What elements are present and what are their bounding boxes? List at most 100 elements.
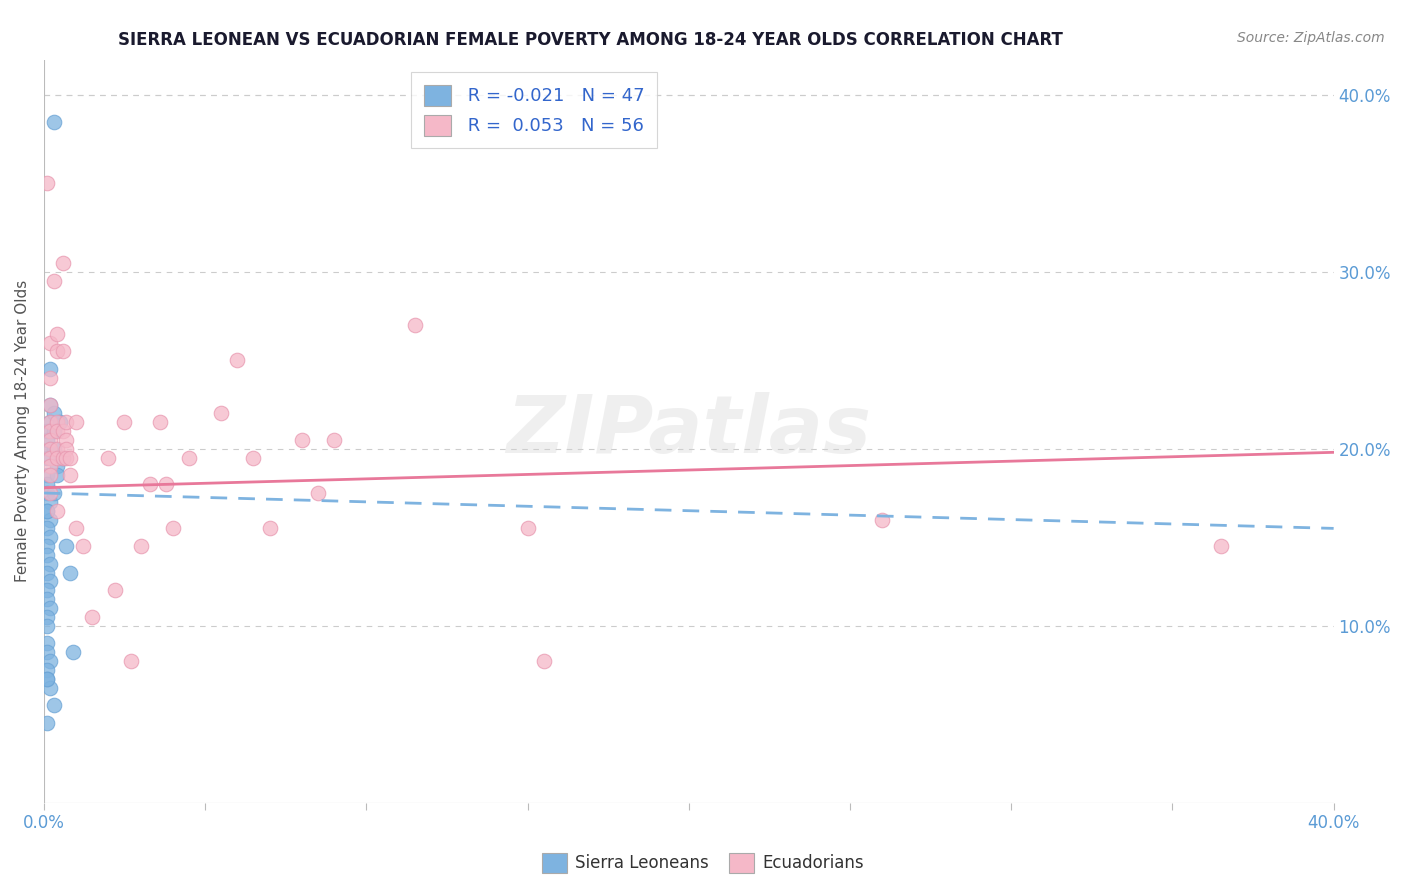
Point bbox=[39, 442, 62, 456]
Point bbox=[55, 433, 77, 447]
Point bbox=[39, 398, 62, 412]
Point bbox=[45, 442, 67, 456]
Point bbox=[37, 539, 59, 553]
Point bbox=[291, 433, 314, 447]
Point bbox=[1209, 539, 1232, 553]
Point bbox=[104, 583, 127, 598]
Point bbox=[62, 645, 84, 659]
Point bbox=[37, 504, 59, 518]
Point bbox=[39, 415, 62, 429]
Point bbox=[39, 654, 62, 668]
Point bbox=[55, 539, 77, 553]
Point bbox=[129, 539, 152, 553]
Point bbox=[39, 424, 62, 438]
Point bbox=[37, 663, 59, 677]
Point bbox=[259, 521, 281, 535]
Point bbox=[42, 486, 65, 500]
Point bbox=[39, 681, 62, 695]
Point bbox=[323, 433, 346, 447]
Point bbox=[45, 424, 67, 438]
Point bbox=[49, 415, 72, 429]
Point bbox=[37, 177, 59, 191]
Point bbox=[37, 592, 59, 607]
Point bbox=[307, 486, 329, 500]
Point bbox=[59, 566, 82, 580]
Point bbox=[65, 521, 87, 535]
Point bbox=[39, 415, 62, 429]
Point bbox=[37, 610, 59, 624]
Point bbox=[42, 442, 65, 456]
Point bbox=[226, 353, 249, 368]
Point bbox=[37, 636, 59, 650]
Point bbox=[45, 344, 67, 359]
Point bbox=[37, 504, 59, 518]
Point bbox=[45, 504, 67, 518]
Point bbox=[65, 415, 87, 429]
Point bbox=[39, 486, 62, 500]
Point bbox=[52, 450, 75, 465]
Point bbox=[139, 477, 162, 491]
Point bbox=[39, 530, 62, 544]
Point bbox=[162, 521, 184, 535]
Point bbox=[45, 468, 67, 483]
Point bbox=[39, 495, 62, 509]
Point bbox=[242, 450, 264, 465]
Point bbox=[72, 539, 94, 553]
Text: SIERRA LEONEAN VS ECUADORIAN FEMALE POVERTY AMONG 18-24 YEAR OLDS CORRELATION CH: SIERRA LEONEAN VS ECUADORIAN FEMALE POVE… bbox=[118, 31, 1063, 49]
Point bbox=[39, 371, 62, 385]
Point bbox=[39, 335, 62, 350]
Point bbox=[39, 574, 62, 589]
Point bbox=[52, 256, 75, 270]
Point bbox=[39, 601, 62, 615]
Point bbox=[37, 424, 59, 438]
Point bbox=[37, 548, 59, 562]
Point bbox=[516, 521, 538, 535]
Point bbox=[37, 566, 59, 580]
Point bbox=[55, 450, 77, 465]
Point bbox=[155, 477, 177, 491]
Point bbox=[37, 618, 59, 632]
Point bbox=[39, 459, 62, 474]
Point bbox=[97, 450, 120, 465]
Point bbox=[37, 672, 59, 686]
Point bbox=[870, 512, 893, 526]
Point bbox=[37, 477, 59, 491]
Point bbox=[37, 450, 59, 465]
Point bbox=[39, 442, 62, 456]
Point bbox=[114, 415, 136, 429]
Point bbox=[59, 468, 82, 483]
Point bbox=[45, 459, 67, 474]
Point bbox=[45, 415, 67, 429]
Point bbox=[404, 318, 426, 332]
Point bbox=[209, 406, 232, 420]
Point bbox=[45, 326, 67, 341]
Point bbox=[39, 450, 62, 465]
Point bbox=[39, 512, 62, 526]
Point bbox=[52, 424, 75, 438]
Point bbox=[45, 450, 67, 465]
Point bbox=[37, 433, 59, 447]
Point bbox=[37, 521, 59, 535]
Legend:  R = -0.021   N = 47,  R =  0.053   N = 56: R = -0.021 N = 47, R = 0.053 N = 56 bbox=[411, 72, 657, 148]
Point bbox=[37, 672, 59, 686]
Point bbox=[52, 344, 75, 359]
Point bbox=[37, 645, 59, 659]
Point bbox=[39, 433, 62, 447]
Point bbox=[39, 468, 62, 483]
Point bbox=[42, 698, 65, 713]
Point bbox=[37, 468, 59, 483]
Text: ZIPatlas: ZIPatlas bbox=[506, 392, 872, 470]
Point bbox=[177, 450, 200, 465]
Point bbox=[149, 415, 172, 429]
Point bbox=[42, 114, 65, 128]
Point bbox=[37, 716, 59, 731]
Point bbox=[59, 450, 82, 465]
Point bbox=[39, 557, 62, 571]
Point bbox=[37, 583, 59, 598]
Point bbox=[42, 424, 65, 438]
Point bbox=[533, 654, 555, 668]
Point bbox=[52, 450, 75, 465]
Y-axis label: Female Poverty Among 18-24 Year Olds: Female Poverty Among 18-24 Year Olds bbox=[15, 280, 30, 582]
Point bbox=[55, 415, 77, 429]
Point bbox=[82, 610, 104, 624]
